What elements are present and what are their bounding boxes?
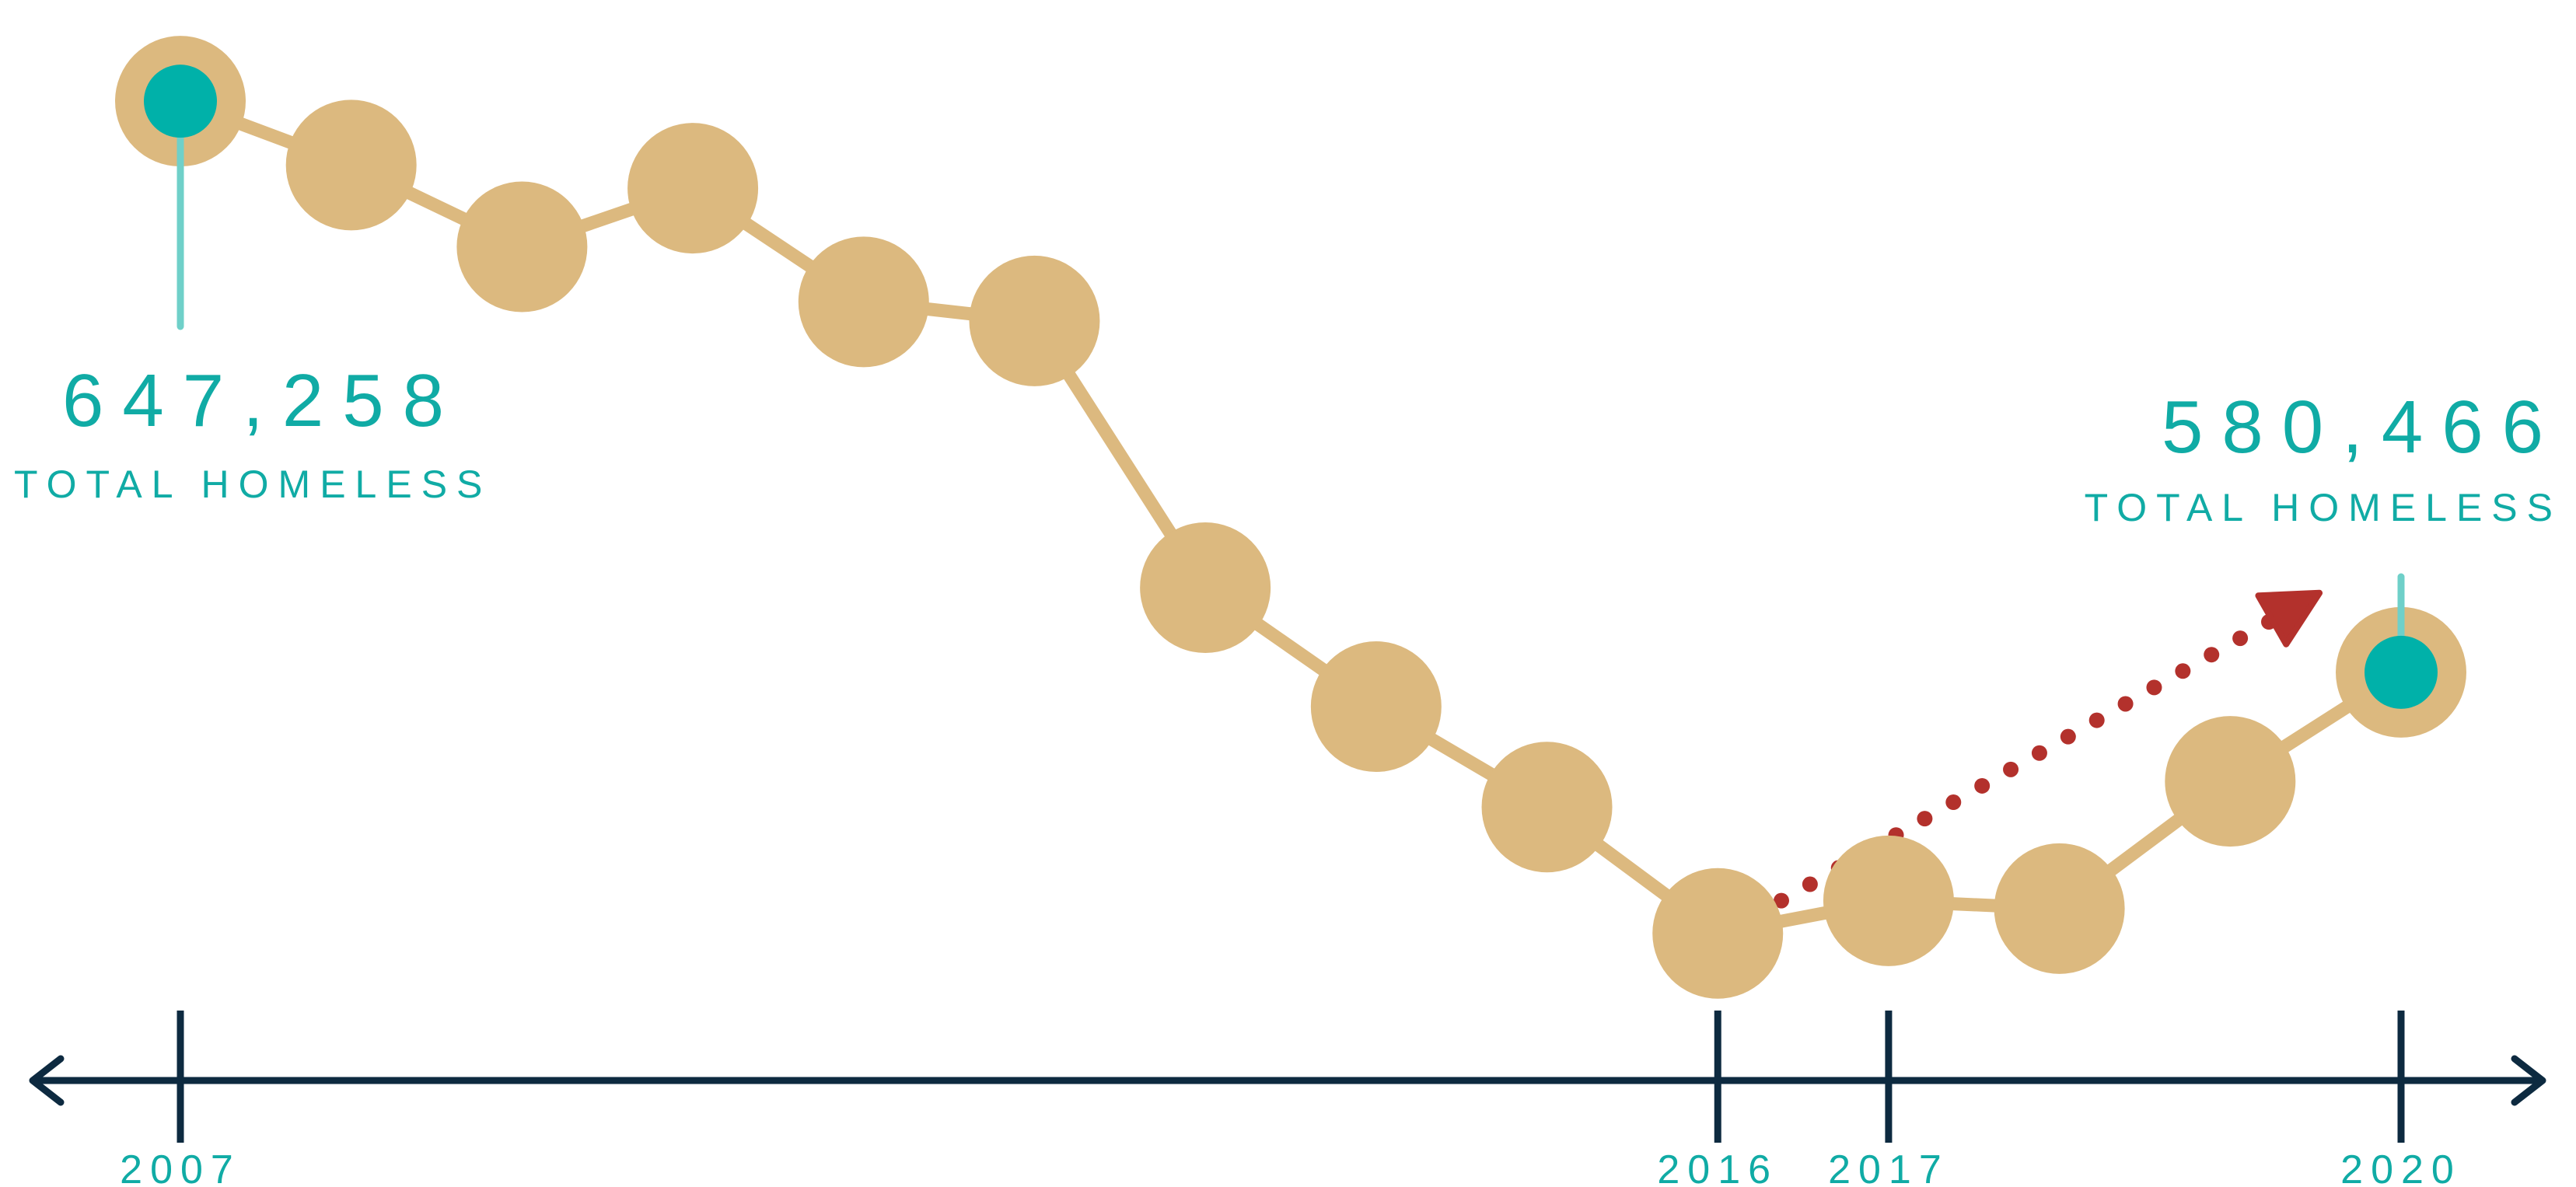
trend-dot (1974, 777, 1991, 794)
data-point (1652, 868, 1784, 999)
trend-dot (2175, 663, 2191, 679)
start-highlight-point (144, 65, 217, 138)
data-point (1823, 835, 1954, 966)
start-total-label: TOTAL HOMELESS (14, 463, 491, 506)
trend-dot (2003, 761, 2019, 777)
end-total-label: TOTAL HOMELESS (2085, 486, 2562, 529)
trend-arrowhead (2255, 589, 2323, 648)
data-point (627, 123, 759, 254)
data-point (798, 236, 929, 368)
trend-dot (1773, 892, 1789, 909)
trend-dot (2060, 728, 2076, 745)
trend-dot (1917, 811, 1933, 827)
data-point (1994, 843, 2125, 974)
end-total-value: 580,466 (2162, 386, 2562, 469)
data-point (2165, 716, 2296, 847)
data-point (456, 181, 588, 312)
x-axis (29, 1011, 2546, 1143)
data-point (1481, 742, 1613, 873)
trend-dot (2232, 630, 2249, 647)
trend-dot (2117, 696, 2134, 712)
tick-label: 2016 (1657, 1147, 1778, 1187)
trend-dot (1945, 794, 1962, 811)
data-point (969, 255, 1100, 386)
trend-dot (2031, 745, 2047, 761)
end-highlight-point (2365, 635, 2438, 709)
trend-dot (2146, 679, 2162, 696)
axis-arrow-left (29, 1055, 65, 1106)
data-point (1310, 641, 1442, 773)
tick-label: 2007 (120, 1147, 241, 1187)
x-tick-labels: 2007 2016 2017 2020 (120, 1147, 2462, 1187)
trend-dot (2204, 647, 2220, 663)
data-point (1140, 522, 1271, 653)
callouts: 647,258 TOTAL HOMELESS 580,466 TOTAL HOM… (14, 65, 2562, 709)
data-points (115, 36, 2466, 999)
data-point (285, 99, 417, 231)
trend-dot (2088, 712, 2105, 728)
trend-dot (1802, 876, 1818, 892)
axis-arrow-right (2511, 1055, 2546, 1106)
tick-label: 2017 (1828, 1147, 1949, 1187)
start-total-value: 647,258 (62, 359, 463, 442)
tick-label: 2020 (2340, 1147, 2462, 1187)
